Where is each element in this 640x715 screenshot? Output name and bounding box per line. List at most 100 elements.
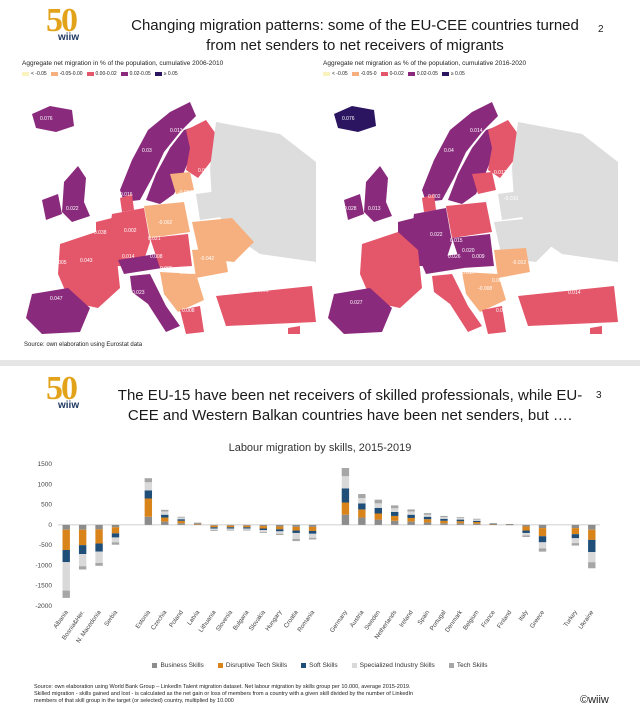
bar-segment [111, 533, 120, 538]
slide-divider [0, 360, 640, 366]
map-value-label: 0.028 [344, 206, 357, 212]
bar-segment [161, 521, 169, 525]
legend-swatch [86, 72, 94, 76]
bar-segment [243, 525, 251, 528]
map-value-label: 0.027 [350, 300, 363, 306]
bar-segment [210, 530, 218, 531]
x-tick-label: Belgium [462, 609, 481, 631]
bar-segment [588, 552, 596, 563]
bar-segment [571, 524, 580, 529]
map-value-label: 0.015 [450, 238, 463, 244]
footnote-line-3: members of that skill group in the targe… [34, 698, 234, 704]
bar-segment [243, 529, 251, 531]
bar-segment [161, 509, 169, 512]
legend-label: ≥ 0.05 [163, 71, 178, 77]
x-tick-label: Lithuania [198, 609, 218, 634]
legend-item: ≥ 0.05 [441, 71, 465, 77]
legend-swatch [120, 72, 128, 76]
bar-segment [588, 524, 596, 530]
bar-segment [571, 528, 580, 535]
legend-label: -0.05-0 [360, 71, 377, 77]
bar-segment [161, 517, 169, 522]
bar-segment [341, 468, 350, 477]
map-value-label: 0.017 [498, 178, 511, 184]
y-tick-label: -500 [39, 542, 52, 549]
legend-item: 0-0.02 [380, 71, 404, 77]
bar-segment [391, 508, 399, 512]
map-value-label: 0.003 [180, 270, 193, 276]
map-value-label: 0.001 [492, 278, 505, 284]
x-tick-label: Italy [517, 608, 530, 622]
bar-segment [259, 524, 267, 527]
map-value-label: 0.022 [66, 206, 79, 212]
bar-segment [391, 515, 399, 521]
map-value-label: 0.005 [160, 266, 173, 272]
map-value-label: 0.03 [142, 148, 152, 154]
map-value-label: -0.010 [504, 196, 518, 202]
map-value-label: 0.007 [496, 308, 509, 314]
map-value-label: 0.013 [170, 128, 183, 134]
bar-segment [456, 521, 465, 524]
bar-segment [292, 524, 300, 527]
bar-segment [522, 524, 530, 527]
map-source: Source: own elaboration using Eurostat d… [24, 342, 143, 348]
x-tick-label: Ireland [398, 609, 415, 629]
bar-segment [407, 521, 415, 525]
x-tick-label: Greece [529, 609, 547, 630]
right-map-caption: Aggregate net migration as % of the popu… [323, 60, 527, 67]
map-value-label: -0.042 [200, 256, 214, 262]
bar-segment [571, 538, 580, 544]
chart-legend-swatch [301, 663, 307, 668]
bar-segment [341, 502, 350, 515]
left-map-legend: < -0.05 -0.05-0.00 0.00-0.02 0.02-0.05 ≥ 0.0… [22, 71, 178, 77]
bar-segment [144, 516, 153, 525]
bar-segment [522, 532, 530, 536]
bar-segment [473, 520, 481, 523]
bar-segment [489, 523, 497, 525]
bar-segment [538, 536, 547, 543]
slide-title: The EU-15 have been net receivers of ski… [110, 386, 590, 426]
bar-segment [276, 533, 284, 535]
bar-segment [62, 529, 70, 551]
bar-segment [62, 590, 70, 598]
right-map-labels: 0.076 0.014 0.04 0.012 0.017 -0.010 0.028 0.013… [342, 116, 581, 314]
bar-segment [456, 519, 465, 522]
bar-segment [193, 524, 202, 525]
bar-segment [177, 519, 185, 521]
x-tick-label: Ukraine [577, 609, 595, 631]
bar-segment [358, 498, 366, 504]
map-value-label: 0.076 [40, 116, 53, 122]
bar-segment [374, 519, 382, 525]
map-value-label: 0.013 [368, 206, 381, 212]
map-value-label: 0.021 [148, 236, 161, 242]
bar-segment [78, 529, 87, 546]
bar-segment [95, 543, 103, 552]
bar-segment [423, 519, 432, 523]
legend-item: 0.00-0.02 [86, 71, 117, 77]
bar-segment [161, 511, 169, 515]
bar-segment [308, 524, 317, 527]
bar-segment [259, 528, 267, 531]
map-value-label: 0.017 [462, 270, 475, 276]
y-tick-label: 1500 [38, 461, 53, 468]
bar-segment [374, 503, 382, 508]
bar-segment [341, 514, 350, 525]
bar-segment [210, 524, 218, 526]
x-tick-label: Austria [349, 609, 366, 629]
bar-segment [522, 530, 530, 533]
bar-segment [588, 562, 596, 569]
bar-segment [374, 507, 382, 514]
bar-segment [588, 539, 596, 553]
bar-segment [177, 523, 185, 525]
bar-segment [538, 548, 547, 552]
map-value-label: 0.014 [122, 254, 135, 260]
legend-label: 0-0.02 [389, 71, 404, 77]
bar-segment [78, 566, 87, 570]
legend-swatch [380, 72, 388, 76]
x-tick-label: Serbia [103, 609, 119, 628]
legend-label: -0.05-0.00 [59, 71, 83, 77]
bar-segment [111, 542, 120, 545]
map-value-label: 0.012 [494, 170, 507, 176]
legend-item: -0.05-0.00 [50, 71, 83, 77]
legend-swatch [441, 72, 449, 76]
